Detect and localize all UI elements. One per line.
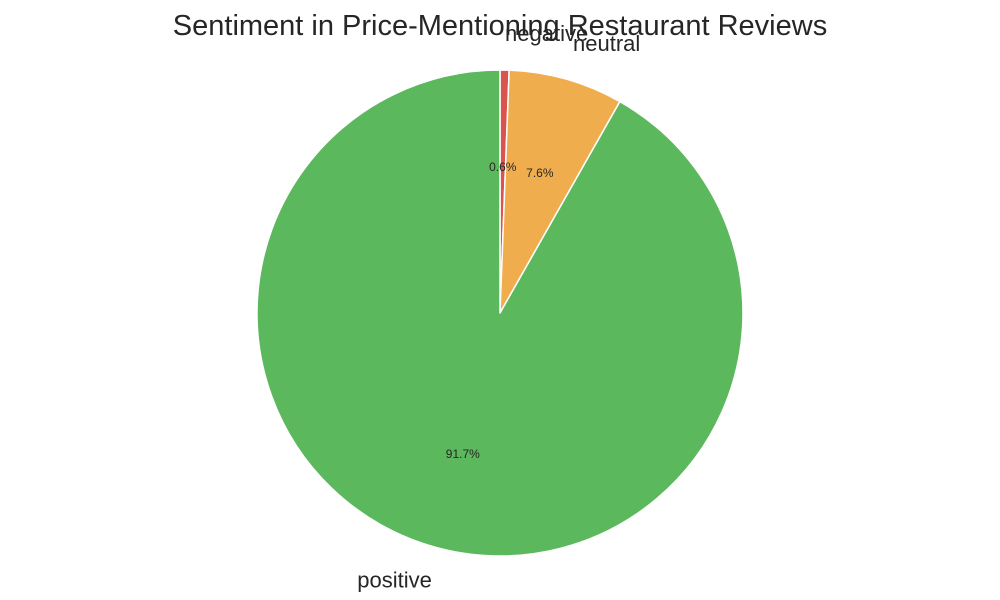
percent-label-neutral: 7.6%: [526, 166, 554, 180]
pie-slice-positive: [256, 69, 744, 557]
slice-label-neutral: neutral: [573, 31, 640, 56]
slice-label-negative: negative: [505, 21, 588, 46]
labels-layer: negative 0.6% neutral 7.6% positive 91.7%: [357, 21, 640, 593]
pie-slice-neutral: [499, 69, 621, 314]
percent-label-negative: 0.6%: [489, 160, 517, 174]
slice-label-positive: positive: [357, 567, 432, 592]
chart-title: Sentiment in Price-Mentioning Restaurant…: [172, 10, 828, 42]
slices-layer: [256, 69, 744, 557]
percent-label-positive: 91.7%: [446, 447, 480, 461]
